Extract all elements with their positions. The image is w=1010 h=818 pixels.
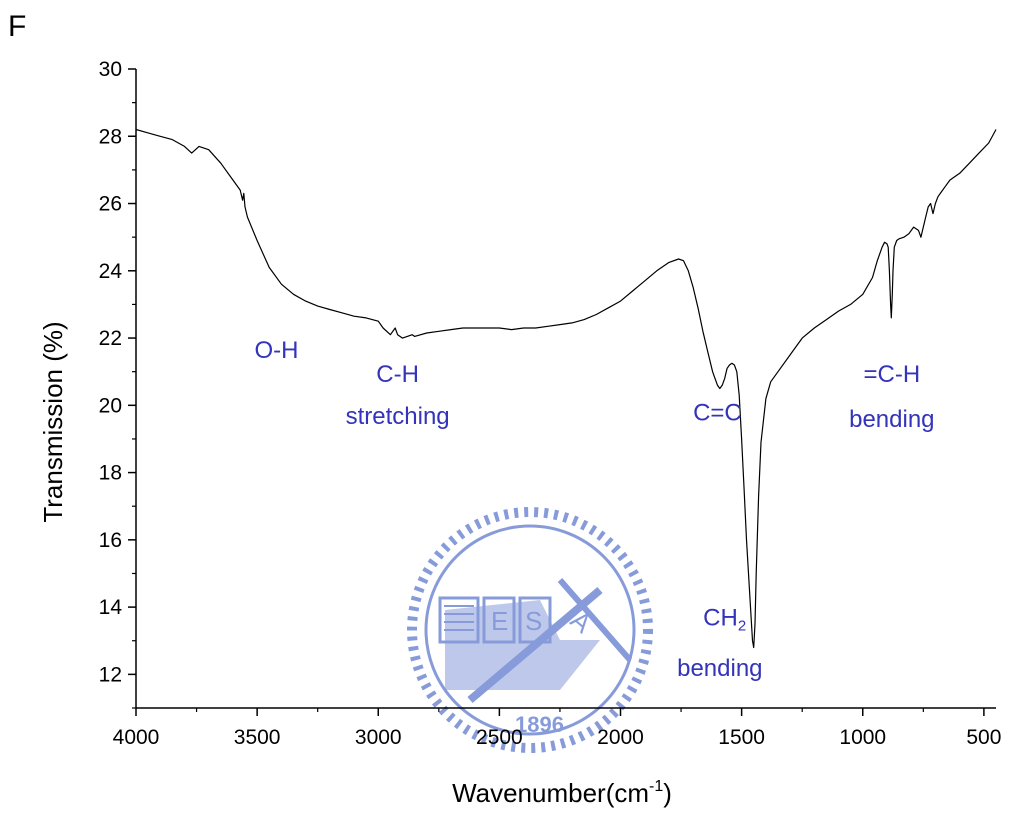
x-tick-label-2000: 2000 bbox=[597, 726, 644, 749]
annotation-5: bending bbox=[849, 406, 934, 433]
x-axis-title-sup: -1 bbox=[649, 778, 663, 795]
y-axis-title: Transmission (%) bbox=[38, 321, 68, 522]
plot-area: 12 14 16 18 20 22 24 26 28 30 4000 3500 3000 2500 200… bbox=[99, 58, 1002, 749]
y-tick-label-18: 18 bbox=[99, 462, 122, 485]
panel-label: F bbox=[8, 10, 26, 43]
x-tick-label-500: 500 bbox=[966, 726, 1001, 749]
y-tick-label-20: 20 bbox=[99, 394, 122, 417]
x-tick-label-1000: 1000 bbox=[839, 726, 886, 749]
watermark-year: 1896 bbox=[515, 712, 564, 737]
x-axis-title-end: ) bbox=[663, 778, 672, 808]
y-tick-label-30: 30 bbox=[99, 58, 122, 81]
x-axis-title-main: Wavenumber(cm bbox=[452, 778, 649, 808]
x-tick-label-4000: 4000 bbox=[113, 726, 160, 749]
annotation-2: stretching bbox=[346, 403, 450, 430]
y-tick-label-12: 12 bbox=[99, 663, 122, 686]
watermark-letter-s: S bbox=[525, 606, 542, 636]
x-tick-label-3500: 3500 bbox=[234, 726, 281, 749]
y-tick-label-24: 24 bbox=[99, 260, 123, 283]
annotation-0: O-H bbox=[255, 337, 299, 364]
x-tick-label-2500: 2500 bbox=[476, 726, 523, 749]
x-tick-label-1500: 1500 bbox=[718, 726, 765, 749]
annotation-7: bending bbox=[677, 655, 762, 682]
y-tick-label-14: 14 bbox=[99, 596, 123, 619]
x-axis-title: Wavenumber(cm-1) bbox=[452, 778, 672, 808]
y-tick-label-22: 22 bbox=[99, 327, 122, 350]
annotation-3: C=C bbox=[693, 399, 742, 426]
y-tick-label-26: 26 bbox=[99, 193, 122, 216]
y-ticks: 12 14 16 18 20 22 24 26 28 30 bbox=[99, 58, 136, 709]
x-tick-label-3000: 3000 bbox=[355, 726, 402, 749]
y-tick-label-16: 16 bbox=[99, 529, 122, 552]
annotation-4: =C-H bbox=[863, 361, 920, 388]
university-seal-watermark: E S A 1896 bbox=[407, 507, 653, 753]
peak-annotations: O-H C-H stretching C=C =C-H bending CH2 bending bbox=[255, 337, 935, 682]
annotation-1: C-H bbox=[376, 361, 419, 388]
y-tick-label-28: 28 bbox=[99, 125, 122, 148]
transmission-spectrum-line bbox=[135, 128, 997, 649]
annotation-6: CH2 bbox=[703, 605, 746, 635]
x-ticks: 4000 3500 3000 2500 2000 1500 1000 500 bbox=[113, 708, 1001, 749]
watermark-letter-e: E bbox=[491, 606, 508, 636]
